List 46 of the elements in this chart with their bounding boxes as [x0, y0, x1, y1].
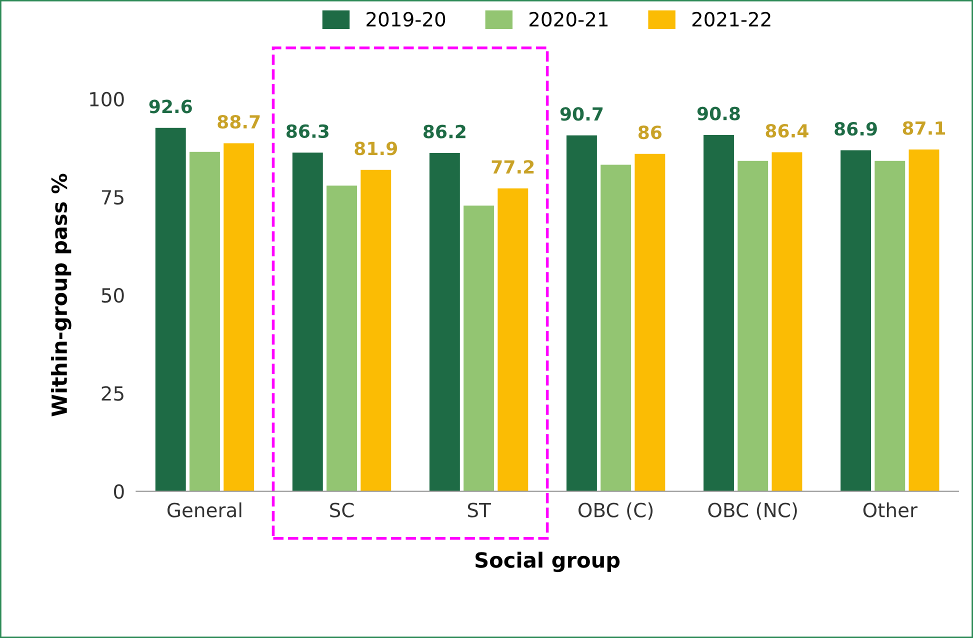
- x-tick-label: Other: [863, 502, 918, 518]
- y-tick-label: 75: [102, 190, 124, 205]
- data-label: 86.4: [766, 124, 808, 138]
- bar: [600, 164, 632, 492]
- data-label: 87.1: [902, 121, 946, 135]
- bar: [498, 188, 528, 492]
- data-label: 77.2: [492, 160, 534, 174]
- x-tick-label: General: [168, 502, 242, 518]
- bar: [738, 160, 768, 492]
- bar: [464, 206, 494, 492]
- data-label: 86: [638, 126, 662, 140]
- bar: [908, 150, 940, 492]
- y-tick-label: 0: [114, 484, 124, 499]
- y-tick-label: 25: [102, 386, 124, 401]
- x-tick-label: OBC (NC): [708, 502, 797, 520]
- data-label: 92.6: [149, 100, 192, 114]
- bar: [704, 134, 734, 492]
- bar: [155, 128, 186, 492]
- y-tick-label: 100: [90, 92, 124, 107]
- data-label: 88.7: [218, 114, 260, 129]
- x-tick-label: ST: [468, 502, 491, 518]
- data-label: 90.7: [560, 107, 603, 121]
- data-label: 86.9: [834, 122, 877, 136]
- y-tick-label: 50: [102, 288, 124, 303]
- bar: [772, 152, 802, 492]
- bar: [566, 135, 597, 492]
- x-tick-label: OBC (C): [578, 502, 653, 520]
- bar: [326, 186, 357, 492]
- x-axis-title: Social group: [476, 552, 620, 572]
- legend-label: 2019-20: [366, 12, 446, 27]
- bar: [840, 150, 872, 492]
- data-label: 81.9: [354, 142, 397, 156]
- bar: [429, 153, 460, 492]
- bar: [874, 160, 906, 492]
- x-tick-label: SC: [330, 502, 354, 518]
- legend-label: 2020-21: [530, 12, 608, 27]
- data-label: 90.8: [697, 106, 740, 120]
- data-label: 86.2: [424, 124, 466, 138]
- bar: [360, 170, 392, 492]
- data-label: 86.3: [286, 124, 328, 138]
- bar: [224, 143, 254, 492]
- y-axis-title: Within-group pass %: [51, 174, 72, 416]
- bar: [292, 152, 323, 492]
- bar: [190, 152, 220, 492]
- legend-label: 2021-22: [692, 12, 770, 27]
- bar: [634, 154, 666, 492]
